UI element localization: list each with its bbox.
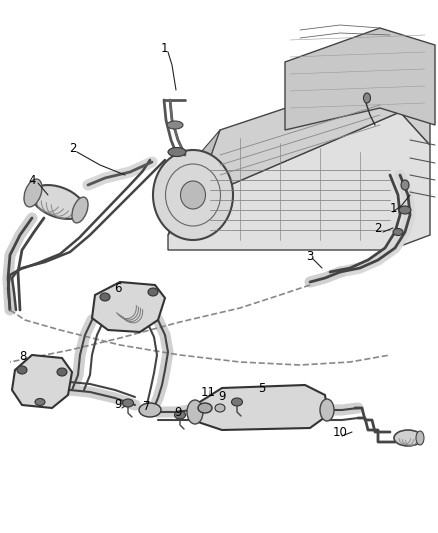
Text: 1: 1: [389, 201, 397, 214]
Ellipse shape: [35, 399, 45, 406]
Ellipse shape: [32, 185, 85, 219]
Ellipse shape: [123, 399, 134, 407]
Ellipse shape: [401, 180, 409, 190]
Text: 9: 9: [174, 407, 182, 419]
Ellipse shape: [168, 148, 186, 157]
Text: 2: 2: [374, 222, 382, 235]
Polygon shape: [195, 60, 430, 200]
Polygon shape: [192, 385, 328, 430]
Polygon shape: [12, 355, 72, 408]
Ellipse shape: [174, 411, 186, 419]
Ellipse shape: [57, 368, 67, 376]
Ellipse shape: [153, 150, 233, 240]
Ellipse shape: [100, 293, 110, 301]
Ellipse shape: [399, 206, 411, 214]
Ellipse shape: [17, 366, 27, 374]
Text: 8: 8: [19, 350, 27, 362]
Ellipse shape: [416, 431, 424, 445]
Text: 10: 10: [332, 425, 347, 439]
Ellipse shape: [72, 197, 88, 223]
Ellipse shape: [232, 398, 243, 406]
Ellipse shape: [320, 399, 334, 421]
Ellipse shape: [24, 179, 42, 207]
Text: 3: 3: [306, 249, 314, 262]
Ellipse shape: [393, 229, 403, 236]
Text: 6: 6: [114, 281, 122, 295]
Ellipse shape: [167, 121, 183, 129]
Text: 7: 7: [143, 400, 151, 413]
Text: 5: 5: [258, 382, 266, 394]
Polygon shape: [285, 28, 435, 130]
Text: 9: 9: [218, 390, 226, 402]
Ellipse shape: [180, 181, 205, 209]
Text: 11: 11: [201, 386, 215, 400]
Ellipse shape: [148, 288, 158, 296]
Text: 9: 9: [114, 399, 122, 411]
Ellipse shape: [394, 430, 422, 446]
Polygon shape: [92, 282, 165, 332]
Ellipse shape: [139, 403, 161, 417]
Text: 4: 4: [28, 174, 36, 187]
Polygon shape: [168, 130, 220, 235]
Ellipse shape: [215, 404, 225, 412]
Polygon shape: [168, 112, 430, 250]
Ellipse shape: [364, 93, 371, 103]
Ellipse shape: [198, 403, 212, 413]
Ellipse shape: [187, 400, 203, 424]
Text: 1: 1: [160, 42, 168, 54]
Text: 2: 2: [69, 141, 77, 155]
